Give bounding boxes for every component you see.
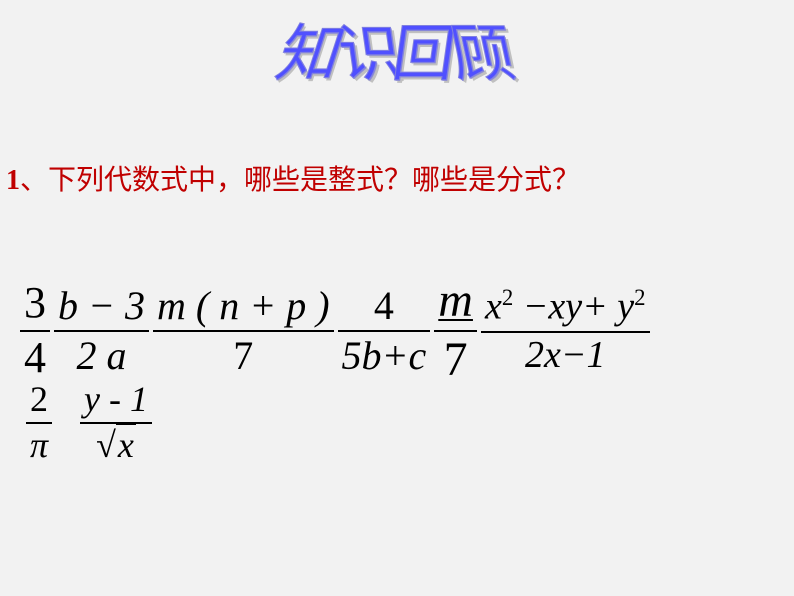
fraction-numerator: m ( n + p ) [153,284,334,332]
fraction-numerator: b − 3 [54,284,149,332]
question-number: 1 [6,165,20,196]
fraction-numerator: 3 [20,279,50,331]
fraction-denominator: 4 [20,332,50,382]
fraction-denominator: π [26,424,52,466]
fraction-numerator: m [434,275,477,332]
fraction-denominator: 2x−1 [481,333,650,377]
expression-fraction: y - 1√x [80,380,152,465]
expression-fraction: x2 −xy+ y22x−1 [481,285,650,376]
question-text: 1、下列代数式中，哪些是整式？哪些是分式？ [6,158,580,198]
expression-fraction: m ( n + p )7 [153,284,334,378]
fraction-numerator: 4 [338,284,431,332]
expression-fraction: m7 [434,275,477,387]
expression-fraction: 45b+c [338,284,431,378]
fraction-numerator: x2 −xy+ y2 [481,285,650,332]
question-separator: 、 [20,165,48,196]
fraction-denominator: 7 [153,332,334,378]
fraction-denominator: 5b+c [338,332,431,378]
expressions-row-2: 2π y - 1√x [26,380,152,465]
fraction-numerator: y - 1 [80,380,152,424]
fraction-denominator: 7 [434,332,477,387]
expression-fraction: 2π [26,380,52,465]
fraction-denominator: 2 a [54,332,149,378]
fraction-numerator: 2 [26,380,52,424]
expression-fraction: 34 [20,279,50,382]
expressions-row-1: 34b − 32 am ( n + p )745b+cm7x2 −xy+ y22… [20,275,650,387]
question-body: 下列代数式中，哪些是整式？哪些是分式？ [48,165,580,196]
page-title: 知知知识识识回回回顾顾顾 [285,3,509,93]
expression-fraction: b − 32 a [54,284,149,378]
fraction-denominator: √x [80,424,152,466]
